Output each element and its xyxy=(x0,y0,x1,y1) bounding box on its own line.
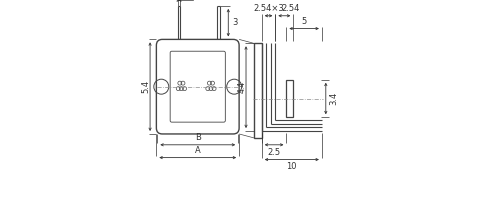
Text: 5.4: 5.4 xyxy=(141,80,150,93)
Text: 5: 5 xyxy=(301,17,307,26)
Text: B: B xyxy=(195,133,201,142)
Text: 3.4: 3.4 xyxy=(329,92,338,105)
Text: 3: 3 xyxy=(232,18,237,27)
Text: 4.4: 4.4 xyxy=(238,81,247,93)
Text: 2.54×3: 2.54×3 xyxy=(253,4,284,13)
Text: A: A xyxy=(195,146,201,155)
Bar xyxy=(254,43,262,138)
Text: 2.54: 2.54 xyxy=(281,4,299,13)
Text: 2.5: 2.5 xyxy=(268,148,281,157)
Bar xyxy=(287,80,293,117)
Text: 10: 10 xyxy=(287,162,297,171)
